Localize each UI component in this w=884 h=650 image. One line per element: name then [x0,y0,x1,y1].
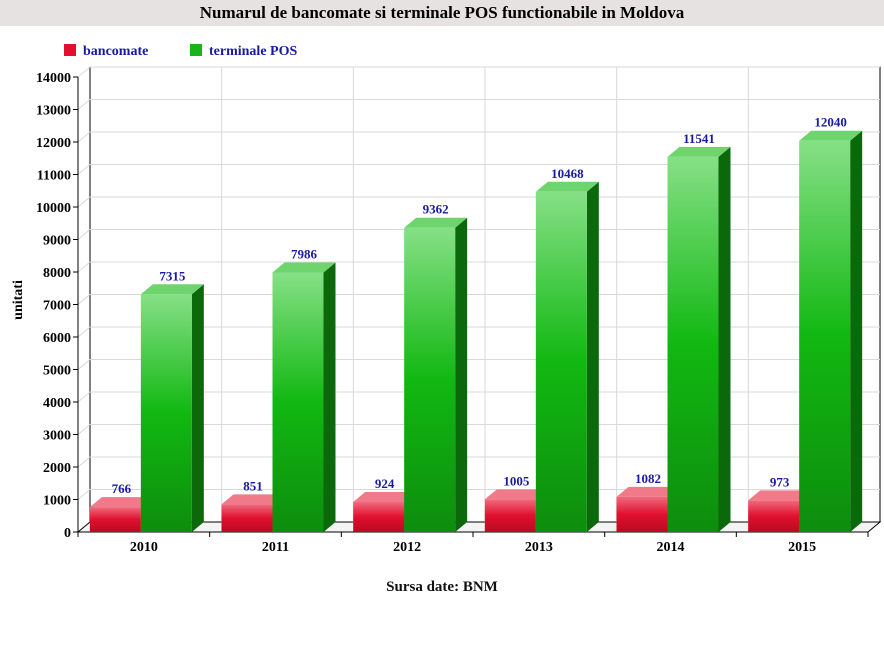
y-tick-label: 13000 [36,104,71,119]
bar-bancomate-front [616,496,668,532]
grid-line-side [77,261,91,273]
y-tick-label: 0 [64,526,71,541]
bar-terminale-pos-side [586,181,599,533]
bar-terminale-pos-front [404,227,456,533]
bar-terminale-pos-top [799,130,863,141]
data-label-bancomate: 766 [112,481,132,496]
bar-terminale-pos-top [404,217,468,228]
data-label-terminale-pos: 7986 [291,246,318,261]
y-tick-label: 6000 [43,331,71,346]
y-tick-label: 4000 [43,396,71,411]
bar-bancomate-front [89,507,141,532]
grid-line-side [77,131,91,143]
data-label-terminale-pos: 7315 [159,268,186,283]
legend-label-terminale-pos: terminale POS [209,44,297,59]
x-tick-label: 2011 [262,540,289,555]
legend-label-bancomate: bancomate [83,44,148,59]
y-tick-label: 12000 [36,136,71,151]
y-axis-title: unitati [11,280,26,320]
grid-line-side [77,424,91,435]
bar-terminale-pos-side [323,262,336,532]
bar-terminale-pos-side [191,284,204,532]
chart-title: Numarul de bancomate si terminale POS fu… [0,0,884,26]
y-tick-label: 9000 [43,234,71,249]
grid-line-side [77,489,91,500]
x-tick-label: 2010 [130,540,158,555]
bar-terminale-pos-top [667,146,731,157]
bar-bancomate-top [353,491,417,502]
x-tick-label: 2015 [788,540,816,555]
y-tick-label: 14000 [36,71,71,86]
y-tick-label: 8000 [43,266,71,281]
source-note: Sursa date: BNM [386,579,498,595]
bar-terminale-pos-front [272,272,324,532]
bar-terminale-pos [140,284,204,532]
bar-bancomate-front [484,499,536,532]
grid-line-side [77,326,91,338]
bar-terminale-pos [404,217,468,533]
grid-line-side [77,359,91,370]
grid-line-side [77,391,91,403]
bar-terminale-pos-top [535,181,599,192]
data-label-terminale-pos: 10468 [551,166,584,181]
data-label-terminale-pos: 12040 [814,115,847,130]
y-tick-label: 7000 [43,299,71,314]
y-tick-label: 3000 [43,429,71,444]
y-tick-label: 11000 [37,169,71,184]
grid-line-side [77,66,91,78]
bar-terminale-pos [667,146,731,533]
y-tick-label: 1000 [43,494,71,509]
x-tick-label: 2013 [525,540,553,555]
bar-bancomate-front [353,501,405,532]
grid-lines [77,66,880,522]
legend: bancomate terminale POS [64,44,297,59]
bar-terminale-pos-front [140,294,192,532]
axes: 0 1000 2000 3000 4000 5000 6000 7000 8000 9000 100… [36,71,869,555]
grid-line-side [77,294,91,305]
bar-bancomate-top [221,494,285,505]
x-tick-label: 2014 [657,540,685,555]
data-label-bancomate: 924 [375,476,395,491]
bar-bancomate-top [616,486,680,497]
grid-line-side [77,164,91,175]
data-label-bancomate: 1082 [635,471,661,486]
grid-line-side [77,229,91,240]
data-label-terminale-pos: 11541 [683,131,715,146]
bar-bancomate-front [221,504,273,532]
data-label-bancomate: 1005 [503,473,530,488]
bars [89,130,863,533]
bar-terminale-pos [535,181,599,533]
legend-swatch-terminale-pos [190,44,202,56]
bar-bancomate-top [748,490,812,501]
data-label-terminale-pos: 9362 [423,202,449,217]
bar-terminale-pos-top [272,262,336,273]
y-tick-label: 5000 [43,364,71,379]
data-labels: 766 7315 851 7986 924 9362 1005 10468 1082 11541 9… [112,115,847,496]
y-tick-label: 10000 [36,201,71,216]
bar-terminale-pos-side [455,217,468,533]
bar-terminale-pos-top [140,284,204,295]
bar-terminale-pos-front [799,140,851,532]
bar-terminale-pos-side [850,130,863,532]
bar-terminale-pos-front [667,156,719,533]
grid-line-side [77,456,91,468]
bar-terminale-pos-side [718,146,731,533]
legend-swatch-bancomate [64,44,76,56]
grid-line-side [77,99,91,110]
data-label-bancomate: 851 [243,478,263,493]
x-tick-label: 2012 [393,540,421,555]
bar-terminale-pos [799,130,863,532]
data-label-bancomate: 973 [770,474,790,489]
grid-line-side [77,196,91,208]
bar-bancomate-front [748,500,800,532]
y-tick-label: 2000 [43,461,71,476]
bar-bancomate-top [484,489,548,500]
bar-terminale-pos [272,262,336,532]
bar-bancomate-top [89,497,153,508]
bar-terminale-pos-front [535,191,587,533]
